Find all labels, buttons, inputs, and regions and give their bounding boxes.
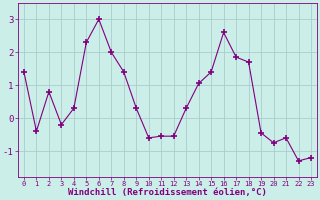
X-axis label: Windchill (Refroidissement éolien,°C): Windchill (Refroidissement éolien,°C) — [68, 188, 267, 197]
